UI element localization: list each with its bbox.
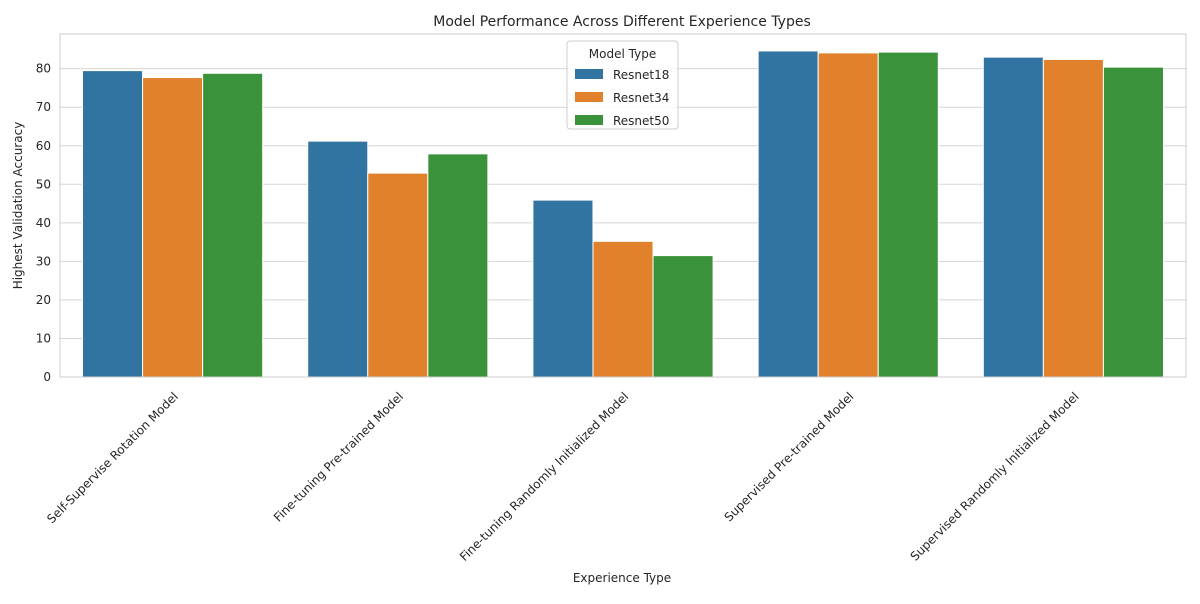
x-axis-label: Experience Type [573, 571, 671, 585]
bar-resnet34-0 [142, 77, 204, 378]
bar-resnet18-2 [532, 199, 594, 378]
bar-resnet18-0 [82, 70, 144, 378]
y-axis-label: Highest Validation Accuracy [11, 122, 25, 290]
x-tick-label: Fine-tuning Pre-trained Model [271, 389, 406, 524]
y-tick-labels: 0 10 20 30 40 50 60 70 80 [36, 62, 51, 384]
legend-swatch-resnet50 [575, 115, 603, 125]
legend: Model Type Resnet18 Resnet34 Resnet50 [566, 40, 679, 130]
y-tick-label: 10 [36, 331, 51, 345]
bar-resnet50-1 [427, 153, 489, 378]
bar-resnet34-4 [1042, 58, 1104, 378]
x-tick-label: Supervised Randomly Initialized Model [908, 389, 1082, 563]
bar-resnet50-4 [1102, 66, 1164, 378]
bar-resnet50-3 [877, 51, 939, 378]
y-tick-label: 20 [36, 293, 51, 307]
legend-box [566, 40, 679, 130]
legend-title: Model Type [589, 47, 656, 61]
y-tick-label: 0 [43, 370, 51, 384]
x-tick-label: Supervised Pre-trained Model [722, 389, 857, 524]
x-tick-labels: Self-Supervise Rotation Model Fine-tuning… [44, 389, 1081, 563]
y-tick-label: 70 [36, 100, 51, 114]
bar-resnet18-4 [982, 56, 1044, 378]
bar-resnet50-2 [652, 255, 714, 378]
x-tick-label: Self-Supervise Rotation Model [44, 389, 181, 526]
bars [82, 50, 1164, 378]
bar-resnet18-3 [757, 50, 819, 378]
bar-resnet50-0 [202, 72, 264, 378]
y-tick-label: 40 [36, 216, 51, 230]
bar-resnet34-1 [367, 172, 429, 378]
x-tick-label: Fine-tuning Randomly Initialized Model [457, 389, 631, 563]
legend-label-resnet34: Resnet34 [613, 91, 669, 105]
y-tick-label: 80 [36, 62, 51, 76]
plot-frame [59, 33, 1187, 378]
legend-swatch-resnet34 [575, 92, 603, 102]
bar-resnet34-3 [817, 52, 879, 378]
chart-title: Model Performance Across Different Exper… [433, 14, 811, 30]
legend-label-resnet18: Resnet18 [613, 68, 669, 82]
legend-items: Resnet18 Resnet34 Resnet50 [575, 68, 669, 128]
legend-label-resnet50: Resnet50 [613, 114, 669, 128]
bar-resnet18-1 [307, 140, 369, 378]
legend-swatch-resnet18 [575, 69, 603, 79]
y-tick-label: 60 [36, 139, 51, 153]
y-tick-label: 50 [36, 177, 51, 191]
y-tick-label: 30 [36, 254, 51, 268]
bar-resnet34-2 [592, 240, 654, 378]
